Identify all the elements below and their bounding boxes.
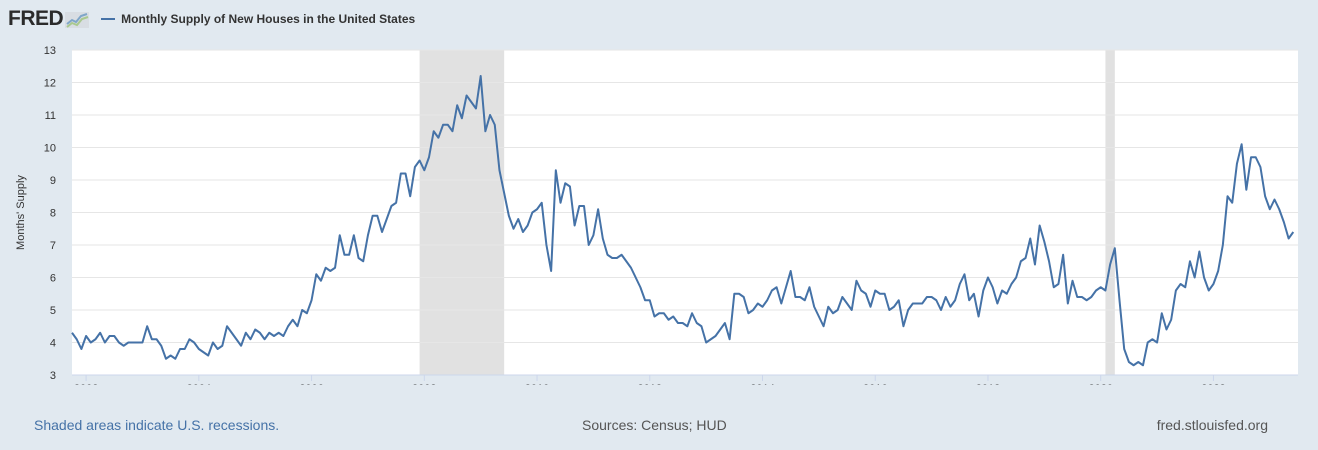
recession-note[interactable]: Shaded areas indicate U.S. recessions. [34,417,280,433]
y-tick-label: 3 [50,370,56,382]
y-axis-title: Months' Supply [15,175,27,250]
site-link[interactable]: fred.stlouisfed.org [1156,417,1268,433]
x-tick-label: 2010 [525,383,549,385]
chart-legend[interactable]: Monthly Supply of New Houses in the Unit… [101,12,415,26]
y-tick-label: 7 [50,240,56,252]
x-tick-label: 2012 [638,383,662,385]
y-tick-label: 9 [50,175,56,187]
x-tick-label: 2020 [1088,383,1112,385]
line-chart[interactable]: 3 4 5 6 7 8 9 10 11 12 13 2002 2004 2006 2008 2010 2012 2… [0,40,1318,385]
y-tick-label: 12 [44,78,56,90]
y-tick-label: 11 [45,110,56,122]
chart-header: FRED Monthly Supply of New Houses in the… [8,6,415,32]
y-tick-label: 13 [44,45,56,57]
x-tick-label: 2006 [299,383,323,385]
y-tick-label: 10 [44,143,56,155]
sources-note: Sources: Census; HUD [582,417,727,433]
x-tick-label: 2014 [750,383,774,385]
fred-logo[interactable]: FRED [8,7,101,31]
x-tick-label: 2004 [187,383,211,385]
y-tick-label: 4 [50,338,56,350]
x-tick-label: 2018 [976,383,1000,385]
x-tick-label: 2022 [1201,383,1225,385]
legend-label: Monthly Supply of New Houses in the Unit… [121,12,416,26]
x-tick-label: 2002 [74,383,98,385]
y-tick-label: 6 [50,273,56,285]
x-tick-label: 2016 [863,383,887,385]
trend-line-icon [65,12,90,28]
legend-swatch [101,18,116,20]
y-tick-label: 5 [50,305,56,317]
series-line[interactable] [71,75,1295,367]
fred-logo-text: FRED [8,7,64,30]
x-tick-label: 2008 [412,383,436,385]
y-tick-label: 8 [50,208,56,220]
